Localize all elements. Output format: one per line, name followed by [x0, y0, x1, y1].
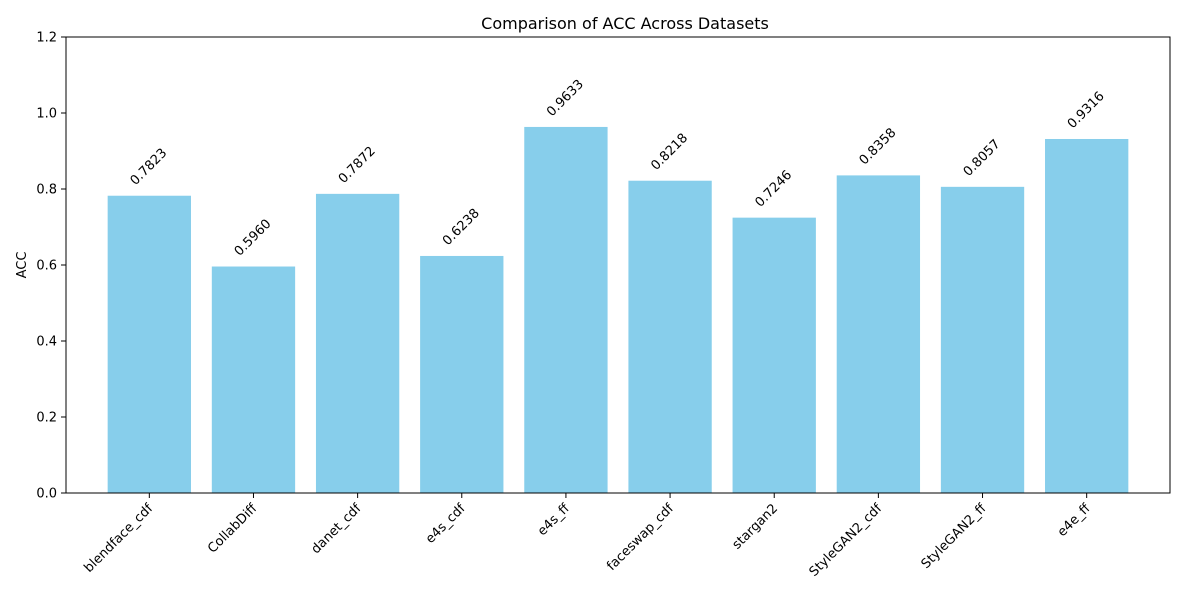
- x-tick-label-blendface_cdf: blendface_cdf: [82, 501, 157, 576]
- y-tick-label-0.6: 0.6: [36, 259, 57, 274]
- x-tick-label-StyleGAN2_cdf: StyleGAN2_cdf: [807, 501, 886, 580]
- y-tick-label-0.2: 0.2: [36, 411, 57, 426]
- x-tick-label-faceswap_cdf: faceswap_cdf: [604, 501, 677, 574]
- y-tick-label-1.2: 1.2: [36, 31, 57, 46]
- y-axis: 0.0 0.2 0.4 0.6 0.8 1.0 1.2: [36, 31, 66, 502]
- bar-e4e_ff: [1045, 138, 1129, 493]
- value-label-faceswap_cdf: 0.8218: [648, 131, 691, 174]
- bar-CollabDiff: [211, 266, 296, 493]
- y-tick-label-0.0: 0.0: [36, 487, 57, 502]
- value-label-StyleGAN2_cdf: 0.8358: [857, 125, 900, 168]
- plot-frame: [65, 36, 1171, 494]
- value-label-stargan2: 0.7246: [752, 168, 795, 211]
- bar-danet_cdf: [315, 193, 400, 493]
- bar-e4s_cdf: [420, 255, 504, 493]
- x-tick-label-StyleGAN2_ff: StyleGAN2_ff: [919, 500, 990, 571]
- y-axis-label: ACC: [15, 252, 30, 279]
- x-tick-label-stargan2: stargan2: [730, 501, 781, 552]
- value-label-CollabDiff: 0.5960: [232, 217, 275, 260]
- bar-faceswap_cdf: [628, 180, 712, 493]
- bar-e4s_ff: [524, 126, 608, 494]
- chart-title: Comparison of ACC Across Datasets: [481, 14, 769, 33]
- y-tick-label-0.8: 0.8: [36, 183, 57, 198]
- value-label-e4s_ff: 0.9633: [544, 77, 587, 120]
- bar-blendface_cdf: [107, 195, 191, 493]
- x-tick-label-e4s_ff: e4s_ff: [535, 500, 574, 539]
- bars-group: [107, 126, 1129, 494]
- value-label-danet_cdf: 0.7872: [336, 144, 379, 187]
- x-tick-label-e4e_ff: e4e_ff: [1055, 500, 1094, 539]
- x-tick-label-CollabDiff: CollabDiff: [205, 500, 261, 556]
- y-tick-label-1.0: 1.0: [36, 107, 57, 122]
- value-label-e4s_cdf: 0.6238: [440, 206, 483, 249]
- bar-stargan2: [732, 217, 816, 494]
- x-tick-label-e4s_cdf: e4s_cdf: [423, 501, 469, 547]
- y-tick-label-0.4: 0.4: [36, 335, 57, 350]
- bar-StyleGAN2_ff: [940, 186, 1025, 494]
- bar-StyleGAN2_cdf: [836, 175, 921, 493]
- value-label-e4e_ff: 0.9316: [1065, 89, 1108, 132]
- value-label-blendface_cdf: 0.7823: [128, 146, 171, 189]
- value-label-StyleGAN2_ff: 0.8057: [961, 137, 1004, 180]
- x-tick-label-danet_cdf: danet_cdf: [309, 501, 365, 557]
- x-axis: blendface_cdf CollabDiff danet_cdf e4s_cdf e…: [82, 493, 1094, 580]
